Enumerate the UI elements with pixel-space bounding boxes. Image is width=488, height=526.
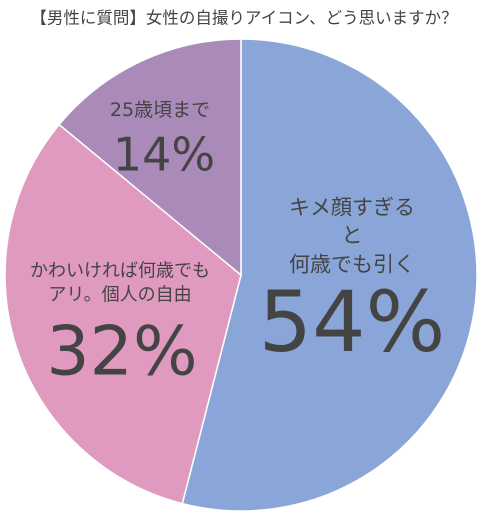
value-label: 14% (113, 128, 215, 182)
category-label: 25歳頃まで (109, 99, 211, 122)
value-label: 54% (259, 273, 446, 371)
chart-title: 【男性に質問】女性の自撮りアイコン、どう思いますか？ (30, 9, 457, 28)
pie-slice (4, 123, 242, 505)
category-label: かわいければ何歳でも アリ。個人の自由 (30, 260, 210, 306)
value-label: 32% (46, 313, 197, 392)
pie-slice (181, 38, 478, 512)
category-label: キメ顔すぎると 何歳でも引く (289, 195, 415, 277)
pie-slice (58, 38, 242, 277)
